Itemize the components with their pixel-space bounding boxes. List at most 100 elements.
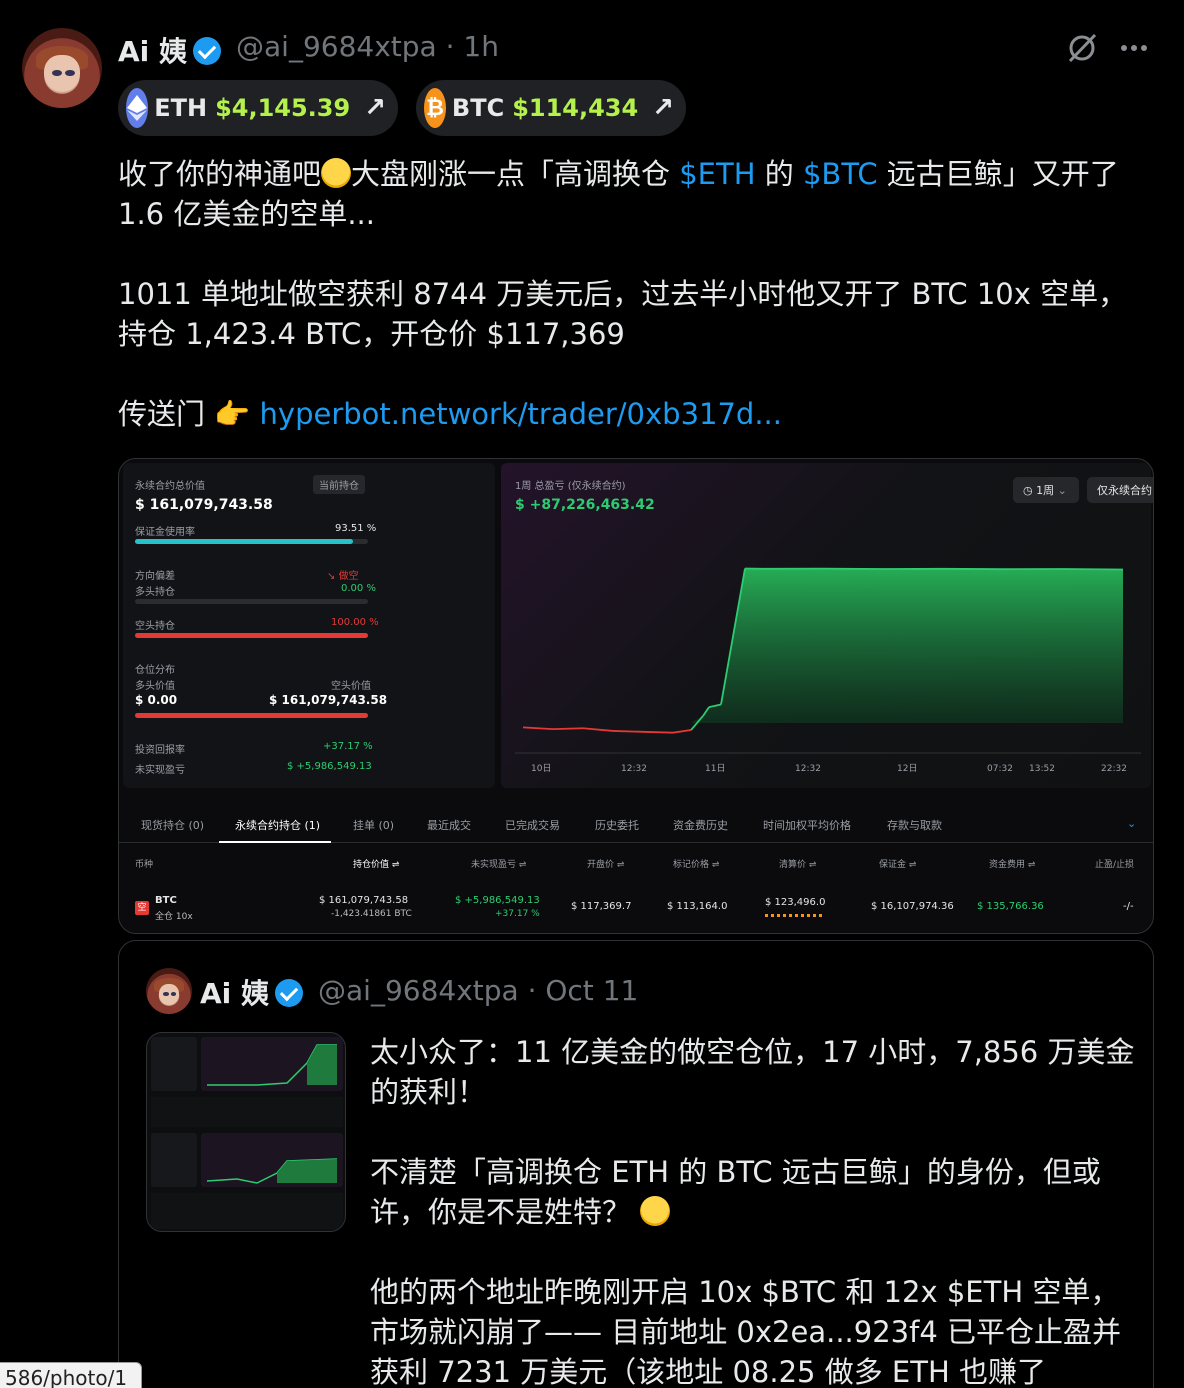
short-value-label: 空头价值 [331,681,371,692]
dashboard-thumbnail-image [151,1037,343,1229]
quoted-paragraph-1: 太小众了：11 亿美金的做空仓位，17 小时，7,856 万美金的获利！ [370,1035,1135,1109]
btc-price: $114,434 [512,94,639,122]
btc-price-chip[interactable]: ₿ BTC $114,434 ↗ [416,80,686,136]
positions-tab[interactable]: 现货持仓 (0) [141,819,205,832]
x-tick-label: 22:32 [1101,764,1127,774]
eth-price-chip[interactable]: ETH $4,145.39 ↗ [118,80,398,136]
x-tick-label: 07:32 [987,764,1013,774]
arrow-up-right-icon: ↗ [364,93,386,123]
tp-sl[interactable]: -/- [1123,901,1134,912]
entry-price: $ 117,369.7 [571,901,632,912]
quoted-paragraph-2: 不清楚「高调换仓 ETH 的 BTC 远古巨鲸」的身份，但或许，你是不是姓特？ [370,1152,1140,1232]
current-position-tag: 当前持仓 [313,475,365,494]
upnl-label: 未实现盈亏 [135,765,185,776]
column-header: 止盈/止损 [1095,860,1135,870]
perp-filter-select[interactable]: 仅永续合约 ⌄ [1087,477,1153,503]
mark-price: $ 113,164.0 [667,901,728,912]
author-name-text[interactable]: Ai 姨 [118,35,188,68]
column-header[interactable]: 清算价 ⇌ [779,860,817,870]
positions-tab[interactable]: 历史委托 [595,819,639,832]
x-tick-label: 12:32 [795,764,821,774]
timeframe-select[interactable]: ◷ 1周 ⌄ [1013,477,1079,503]
positions-tab[interactable]: 挂单 (0) [353,819,395,832]
chart-title: 1周 总盈亏 (仅永续合约) [515,481,626,492]
hyperbot-link[interactable]: hyperbot.network/trader/0xb317d... [259,397,782,431]
positions-tabs: 现货持仓 (0) 永续合约持仓 (1) 挂单 (0) 最近成交 已完成交易 历史委托 资金费… [119,803,1153,843]
timeframe-value: 1周 [1036,484,1055,497]
direction-text: 做空 [338,571,359,582]
quoted-tweet-text: 太小众了：11 亿美金的做空仓位，17 小时，7,856 万美金的获利！ 不清楚… [370,1032,1140,1388]
quoted-tweet[interactable] [118,940,1154,1388]
quoted-paragraph-2-text: 不清楚「高调换仓 ETH 的 BTC 远古巨鲸」的身份，但或许，你是不是姓特？ [370,1155,1101,1229]
positions-tab[interactable]: 最近成交 [427,819,471,832]
tweet-text-part: 远古巨鲸」又开了 1.6 亿美金的空单... [118,157,1119,231]
quoted-author-name-text[interactable]: Ai 姨 [200,977,270,1010]
quoted-tweet-image[interactable] [146,1032,346,1232]
column-header[interactable]: 开盘价 ⇌ [587,860,625,870]
positions-tab[interactable]: 资金费历史 [673,819,728,832]
direction-value: ↘ 做空 [327,567,359,582]
quoted-author-avatar[interactable] [146,968,192,1014]
total-value: $ 161,079,743.58 [135,497,273,513]
margin-mode: 全仓 10x [155,912,193,922]
short-position-label: 空头持仓 [135,621,175,632]
unrealized-pnl-pct: +37.17 % [495,909,540,919]
x-tick-label: 13:52 [1029,764,1055,774]
coin-symbol[interactable]: BTC [155,895,177,906]
roi-value: +37.17 % [323,741,373,752]
tweet-paragraph-2: 1011 单地址做空获利 8744 万美元后，过去半小时他又开了 BTC 10x… [118,277,1128,351]
position-row[interactable]: 空 BTC 全仓 10x $ 161,079,743.58 -1,423.418… [119,879,1153,933]
tweet-image-dashboard[interactable]: 永续合约总价值 当前持仓 $ 161,079,743.58 保证金使用率 93.… [118,458,1154,934]
positions-tab[interactable]: 永续合约持仓 (1) [235,819,321,832]
column-header[interactable]: 保证金 ⇌ [879,860,917,870]
x-tick-label: 12日 [897,763,917,774]
position-value: $ 161,079,743.58 [319,895,409,906]
pnl-line-segment [672,729,692,734]
short-value: $ 161,079,743.58 [269,693,388,707]
positions-tab[interactable]: 已完成交易 [505,819,560,832]
roi-label: 投资回报率 [135,745,185,756]
tweet-text-part: 传送门 [118,397,215,431]
position-size: -1,423.41861 BTC [331,909,412,919]
author-handle[interactable]: @ai_9684xtpa · 1h [236,30,499,63]
flushed-face-emoji-icon [640,1196,671,1226]
positions-tab[interactable]: 时间加权平均价格 [763,819,851,832]
pnl-line-segment [720,568,746,705]
tweet-text-part: 的 [755,157,803,191]
liquidation-price: $ 123,496.0 [765,897,826,908]
status-bar-url: 586/photo/1 [0,1362,143,1388]
pnl-area-chart: $ 100,000,000.00$ 80,000,000.00$ 60,000,… [515,567,1141,774]
quoted-author-name[interactable]: Ai 姨 [200,972,304,1012]
pointing-hand-emoji-icon: 👉 [214,397,251,431]
bitcoin-icon: ₿ [424,88,446,128]
distribution-label: 仓位分布 [135,665,175,676]
quoted-author-handle[interactable]: @ai_9684xtpa · Oct 11 [318,974,639,1007]
pnl-line-segment [522,726,554,731]
trend-down-icon: ↘ [327,571,336,582]
more-options-icon[interactable] [1118,40,1154,54]
pnl-area-fill [523,568,1123,723]
pnl-line-segment [642,730,674,734]
long-position-pct: 0.00 % [341,583,376,594]
pnl-line-segment [690,715,704,731]
column-header[interactable]: 资金费用 ⇌ [989,860,1036,870]
cashtag-btc-link[interactable]: $BTC [802,157,878,191]
column-header: 币种 [135,860,154,870]
pnl-chart-panel: 1周 总盈亏 (仅永续合约) $ +87,226,463.42 ◷ 1周 ⌄ 仅… [501,463,1153,788]
author-avatar[interactable] [22,28,102,108]
author-name[interactable]: Ai 姨 [118,30,222,70]
tweet-text-part: 收了你的神通吧 [118,157,322,191]
column-header[interactable]: 标记价格 ⇌ [673,860,720,870]
grok-icon[interactable] [1064,30,1100,66]
liquidation-distance-dots [765,914,825,917]
expand-chevron-icon[interactable]: ⌄ [1127,817,1137,830]
margin-amount: $ 16,107,974.36 [871,901,954,912]
margin-usage-fill [135,539,353,544]
positions-tab[interactable]: 存款与取款 [887,819,942,832]
column-header[interactable]: 持仓价值 ⇌ [353,860,400,870]
column-header[interactable]: 未实现盈亏 ⇌ [471,860,527,870]
eth-price: $4,145.39 [215,94,351,122]
margin-usage-pct: 93.51 % [335,523,377,534]
cashtag-eth-link[interactable]: $ETH [679,157,756,191]
arrow-up-right-icon: ↗ [652,93,674,123]
